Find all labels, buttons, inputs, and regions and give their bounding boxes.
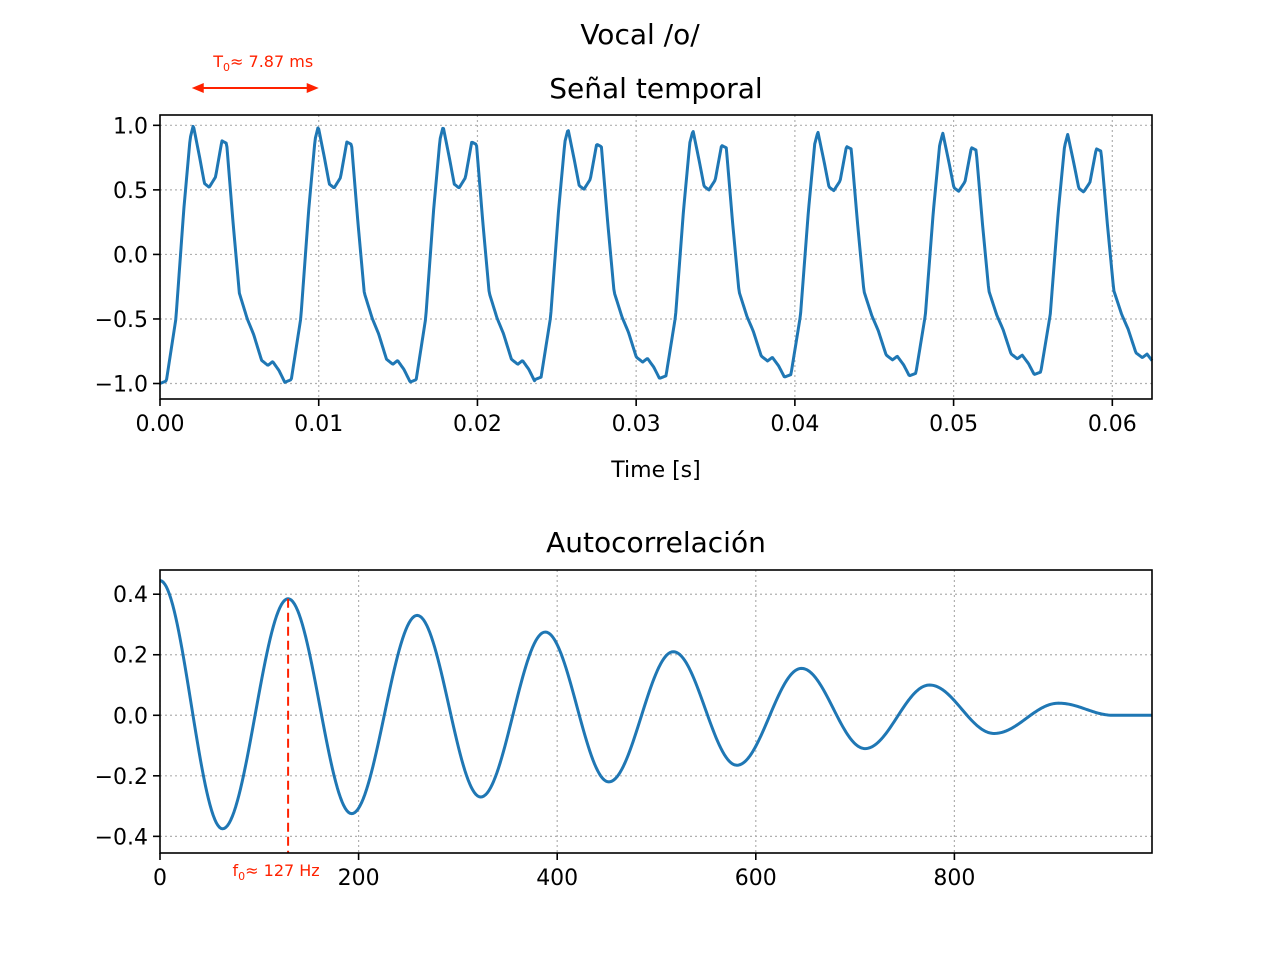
time-signal-xtick-label: 0.06: [1088, 412, 1137, 437]
time-signal-ytick-label: 0.0: [113, 243, 148, 268]
autocorrelation-ytick-label: 0.2: [113, 644, 148, 669]
autocorrelation-xtick-label: 200: [338, 866, 380, 891]
autocorrelation-ytick-label: 0.4: [113, 583, 148, 608]
time-signal-xtick-label: 0.02: [453, 412, 502, 437]
period-arrow-head-left: [191, 83, 204, 93]
time-signal-ytick-label: −0.5: [95, 308, 148, 333]
time-signal-xtick-label: 0.01: [294, 412, 343, 437]
time-signal-ytick-label: −1.0: [95, 373, 148, 398]
autocorrelation-ytick-label: 0.0: [113, 704, 148, 729]
autocorrelation-xtick-label: 600: [735, 866, 777, 891]
autocorrelation-ytick-label: −0.2: [95, 765, 148, 790]
autocorrelation-ytick-label: −0.4: [95, 825, 148, 850]
period-label: T0≈ 7.87 ms: [212, 52, 313, 74]
autocorrelation-ticks: 0 200 400 600 800 0.4 0.2 0.0 −0.2 −0.4: [95, 583, 976, 891]
time-signal-xtick-label: 0.03: [612, 412, 661, 437]
period-annotation: T0≈ 7.87 ms: [191, 52, 319, 93]
autocorrelation-xtick-label: 0: [153, 866, 167, 891]
autocorrelation-xtick-label: 800: [933, 866, 975, 891]
time-signal-axes-frame: [159, 114, 1153, 400]
time-signal-xtick-label: 0.05: [929, 412, 978, 437]
time-signal-line: [159, 124, 1154, 385]
autocorrelation-title: Autocorrelación: [546, 526, 766, 559]
time-signal-ytick-label: 1.0: [113, 114, 148, 139]
time-signal-ticks: 0.00 0.01 0.02 0.03 0.04 0.05 0.06 1.0 0.5 0.0 −0.…: [95, 114, 1137, 437]
time-signal-xtick-label: 0.04: [770, 412, 819, 437]
autocorrelation-grid: [159, 570, 1152, 853]
autocorrelation-xtick-label: 400: [536, 866, 578, 891]
f0-label: f0≈ 127 Hz: [233, 861, 320, 883]
time-signal-title: Señal temporal: [549, 72, 762, 105]
period-arrow-head-right: [306, 83, 319, 93]
time-signal-xtick-label: 0.00: [136, 412, 185, 437]
time-signal-xlabel: Time [s]: [610, 458, 700, 483]
time-signal-ytick-label: 0.5: [113, 179, 148, 204]
autocorrelation-plot: Autocorrelación 0 200 400 600 800 0.4 0.2 0.0 −0…: [95, 526, 1153, 891]
figure-suptitle: Vocal /o/: [580, 18, 700, 51]
autocorrelation-axes-frame: [159, 569, 1153, 854]
time-signal-plot: Señal temporal 0.00 0.01 0.02 0.03 0.04 0.05 0…: [95, 52, 1154, 483]
autocorrelation-line: [159, 579, 1153, 831]
